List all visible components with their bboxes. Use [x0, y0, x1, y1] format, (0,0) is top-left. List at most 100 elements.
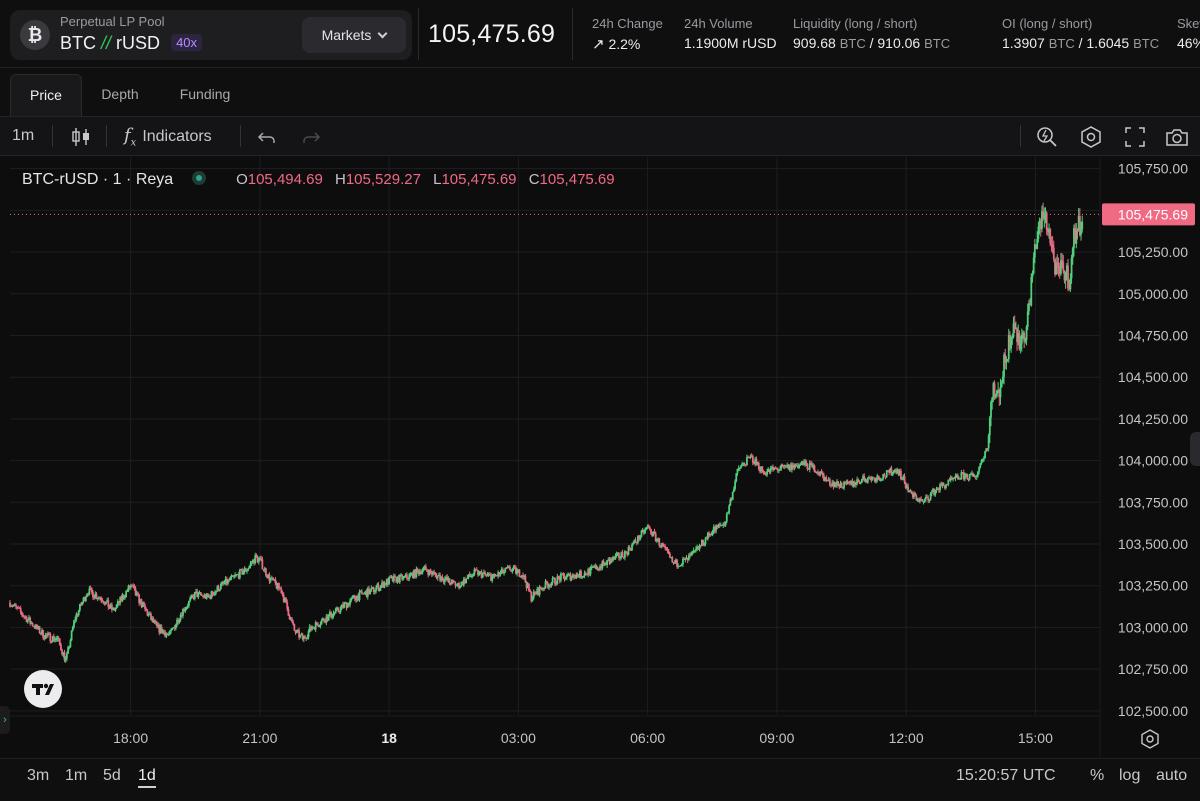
candle-body — [499, 572, 502, 575]
price-chart-area[interactable]: 102,500.00 102,750.00 103,000.00 103,250.00… — [0, 157, 1200, 757]
candle-body — [1075, 229, 1078, 244]
candle-body — [549, 585, 552, 587]
candle-body — [826, 480, 829, 482]
candle-body — [210, 591, 213, 599]
percent-scale-toggle[interactable]: % — [1090, 767, 1105, 784]
candle-body — [31, 622, 34, 626]
candle-body — [468, 574, 471, 577]
candle-body — [349, 600, 351, 605]
candle-body — [333, 612, 336, 614]
candle-body — [551, 578, 554, 583]
candle-body — [216, 586, 219, 591]
candle-body — [539, 587, 542, 590]
candle-body — [298, 630, 300, 638]
candle-body — [182, 608, 184, 616]
candle-body — [1069, 278, 1072, 290]
candle-body — [80, 603, 82, 606]
undo-icon[interactable] — [254, 124, 280, 150]
candle-body — [570, 576, 573, 580]
stat-value: 46% — [1177, 35, 1200, 51]
candle-body — [74, 619, 77, 621]
candle-body — [133, 587, 136, 589]
candlestick-type-icon[interactable] — [68, 124, 94, 150]
candle-body — [866, 478, 869, 483]
candle-body — [641, 529, 644, 531]
candle-body — [962, 472, 965, 480]
candle-body — [385, 579, 388, 585]
candle-body — [102, 602, 105, 604]
utc-clock[interactable]: 15:20:57 UTC — [956, 767, 1056, 784]
candle-body — [687, 555, 690, 561]
range-button[interactable]: 5d — [103, 767, 121, 784]
candle-body — [947, 479, 950, 485]
candle-body — [174, 624, 177, 629]
fullscreen-icon[interactable] — [1122, 124, 1148, 150]
arrow-up-right-icon: ↗ — [592, 36, 605, 53]
candle-body — [734, 481, 736, 489]
candle-body — [25, 616, 28, 623]
candle-body — [343, 603, 346, 608]
log-scale-toggle[interactable]: log — [1119, 767, 1141, 784]
price-chart[interactable]: 102,500.00 102,750.00 103,000.00 103,250.00… — [0, 157, 1200, 757]
candle-body — [368, 588, 370, 595]
right-panel-toggle[interactable] — [1190, 432, 1200, 466]
camera-icon[interactable] — [1164, 124, 1190, 150]
candle-body — [255, 555, 258, 557]
candle-body — [961, 472, 964, 474]
candle-body — [783, 465, 786, 467]
quick-search-icon[interactable] — [1034, 124, 1060, 150]
price-axis-label: 104,500.00 — [1118, 369, 1188, 385]
pair-separator: // — [101, 33, 112, 53]
candle-body — [999, 387, 1002, 398]
candle-body — [240, 569, 242, 571]
candle-body — [344, 602, 347, 604]
time-axis-label: 09:00 — [759, 730, 794, 746]
redo-icon[interactable] — [298, 124, 324, 150]
tab-price[interactable]: Price — [10, 74, 82, 116]
drawing-panel-toggle[interactable]: › — [0, 706, 10, 734]
tab-funding[interactable]: Funding — [179, 86, 231, 102]
interval-selector[interactable]: 1m — [12, 127, 35, 144]
candle-body — [360, 591, 363, 594]
candle-body — [670, 557, 673, 559]
indicators-button[interactable]: fx Indicators — [124, 117, 212, 155]
tab-depth[interactable]: Depth — [101, 86, 139, 102]
candle-body — [825, 477, 828, 481]
candle-body — [505, 568, 508, 570]
candle-body — [896, 469, 899, 474]
markets-dropdown-button[interactable]: Markets — [302, 17, 406, 53]
auto-scale-toggle[interactable]: auto — [1156, 767, 1188, 784]
candle-body — [723, 523, 726, 526]
candle-body — [774, 468, 777, 470]
candle-body — [629, 549, 632, 551]
candle-body — [708, 532, 710, 536]
candle-body — [152, 618, 155, 623]
candle-body — [685, 557, 688, 559]
candle-body — [282, 594, 285, 602]
candle-body — [849, 482, 851, 484]
candle-body — [964, 475, 966, 480]
change-value: 2.2% — [608, 36, 641, 52]
range-button[interactable]: 1d — [138, 767, 156, 788]
candle-body — [714, 526, 716, 531]
candle-body — [1057, 265, 1060, 269]
candle-body — [35, 624, 37, 629]
candle-body — [1006, 359, 1009, 361]
candle-body — [302, 636, 305, 640]
candle-body — [651, 533, 654, 536]
candle-body — [19, 608, 22, 613]
ohlc-values: O105,494.69 H105,529.27 L105,475.69 C105… — [228, 171, 615, 188]
candle-body — [474, 569, 477, 571]
tradingview-logo-icon[interactable] — [24, 670, 62, 708]
candle-body — [448, 578, 451, 583]
candle-body — [607, 559, 610, 561]
range-button[interactable]: 1m — [65, 767, 88, 784]
candle-body — [701, 539, 703, 546]
candle-body — [12, 605, 15, 607]
candle-body — [666, 549, 669, 552]
range-button[interactable]: 3m — [27, 767, 50, 784]
candle-body — [735, 473, 738, 482]
candle-body — [542, 587, 545, 590]
settings-icon[interactable] — [1078, 124, 1104, 150]
candle-body — [459, 585, 462, 588]
